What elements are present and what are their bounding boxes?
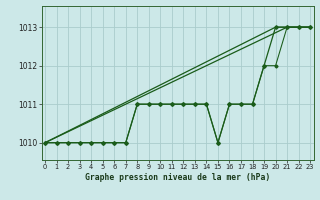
X-axis label: Graphe pression niveau de la mer (hPa): Graphe pression niveau de la mer (hPa) xyxy=(85,173,270,182)
